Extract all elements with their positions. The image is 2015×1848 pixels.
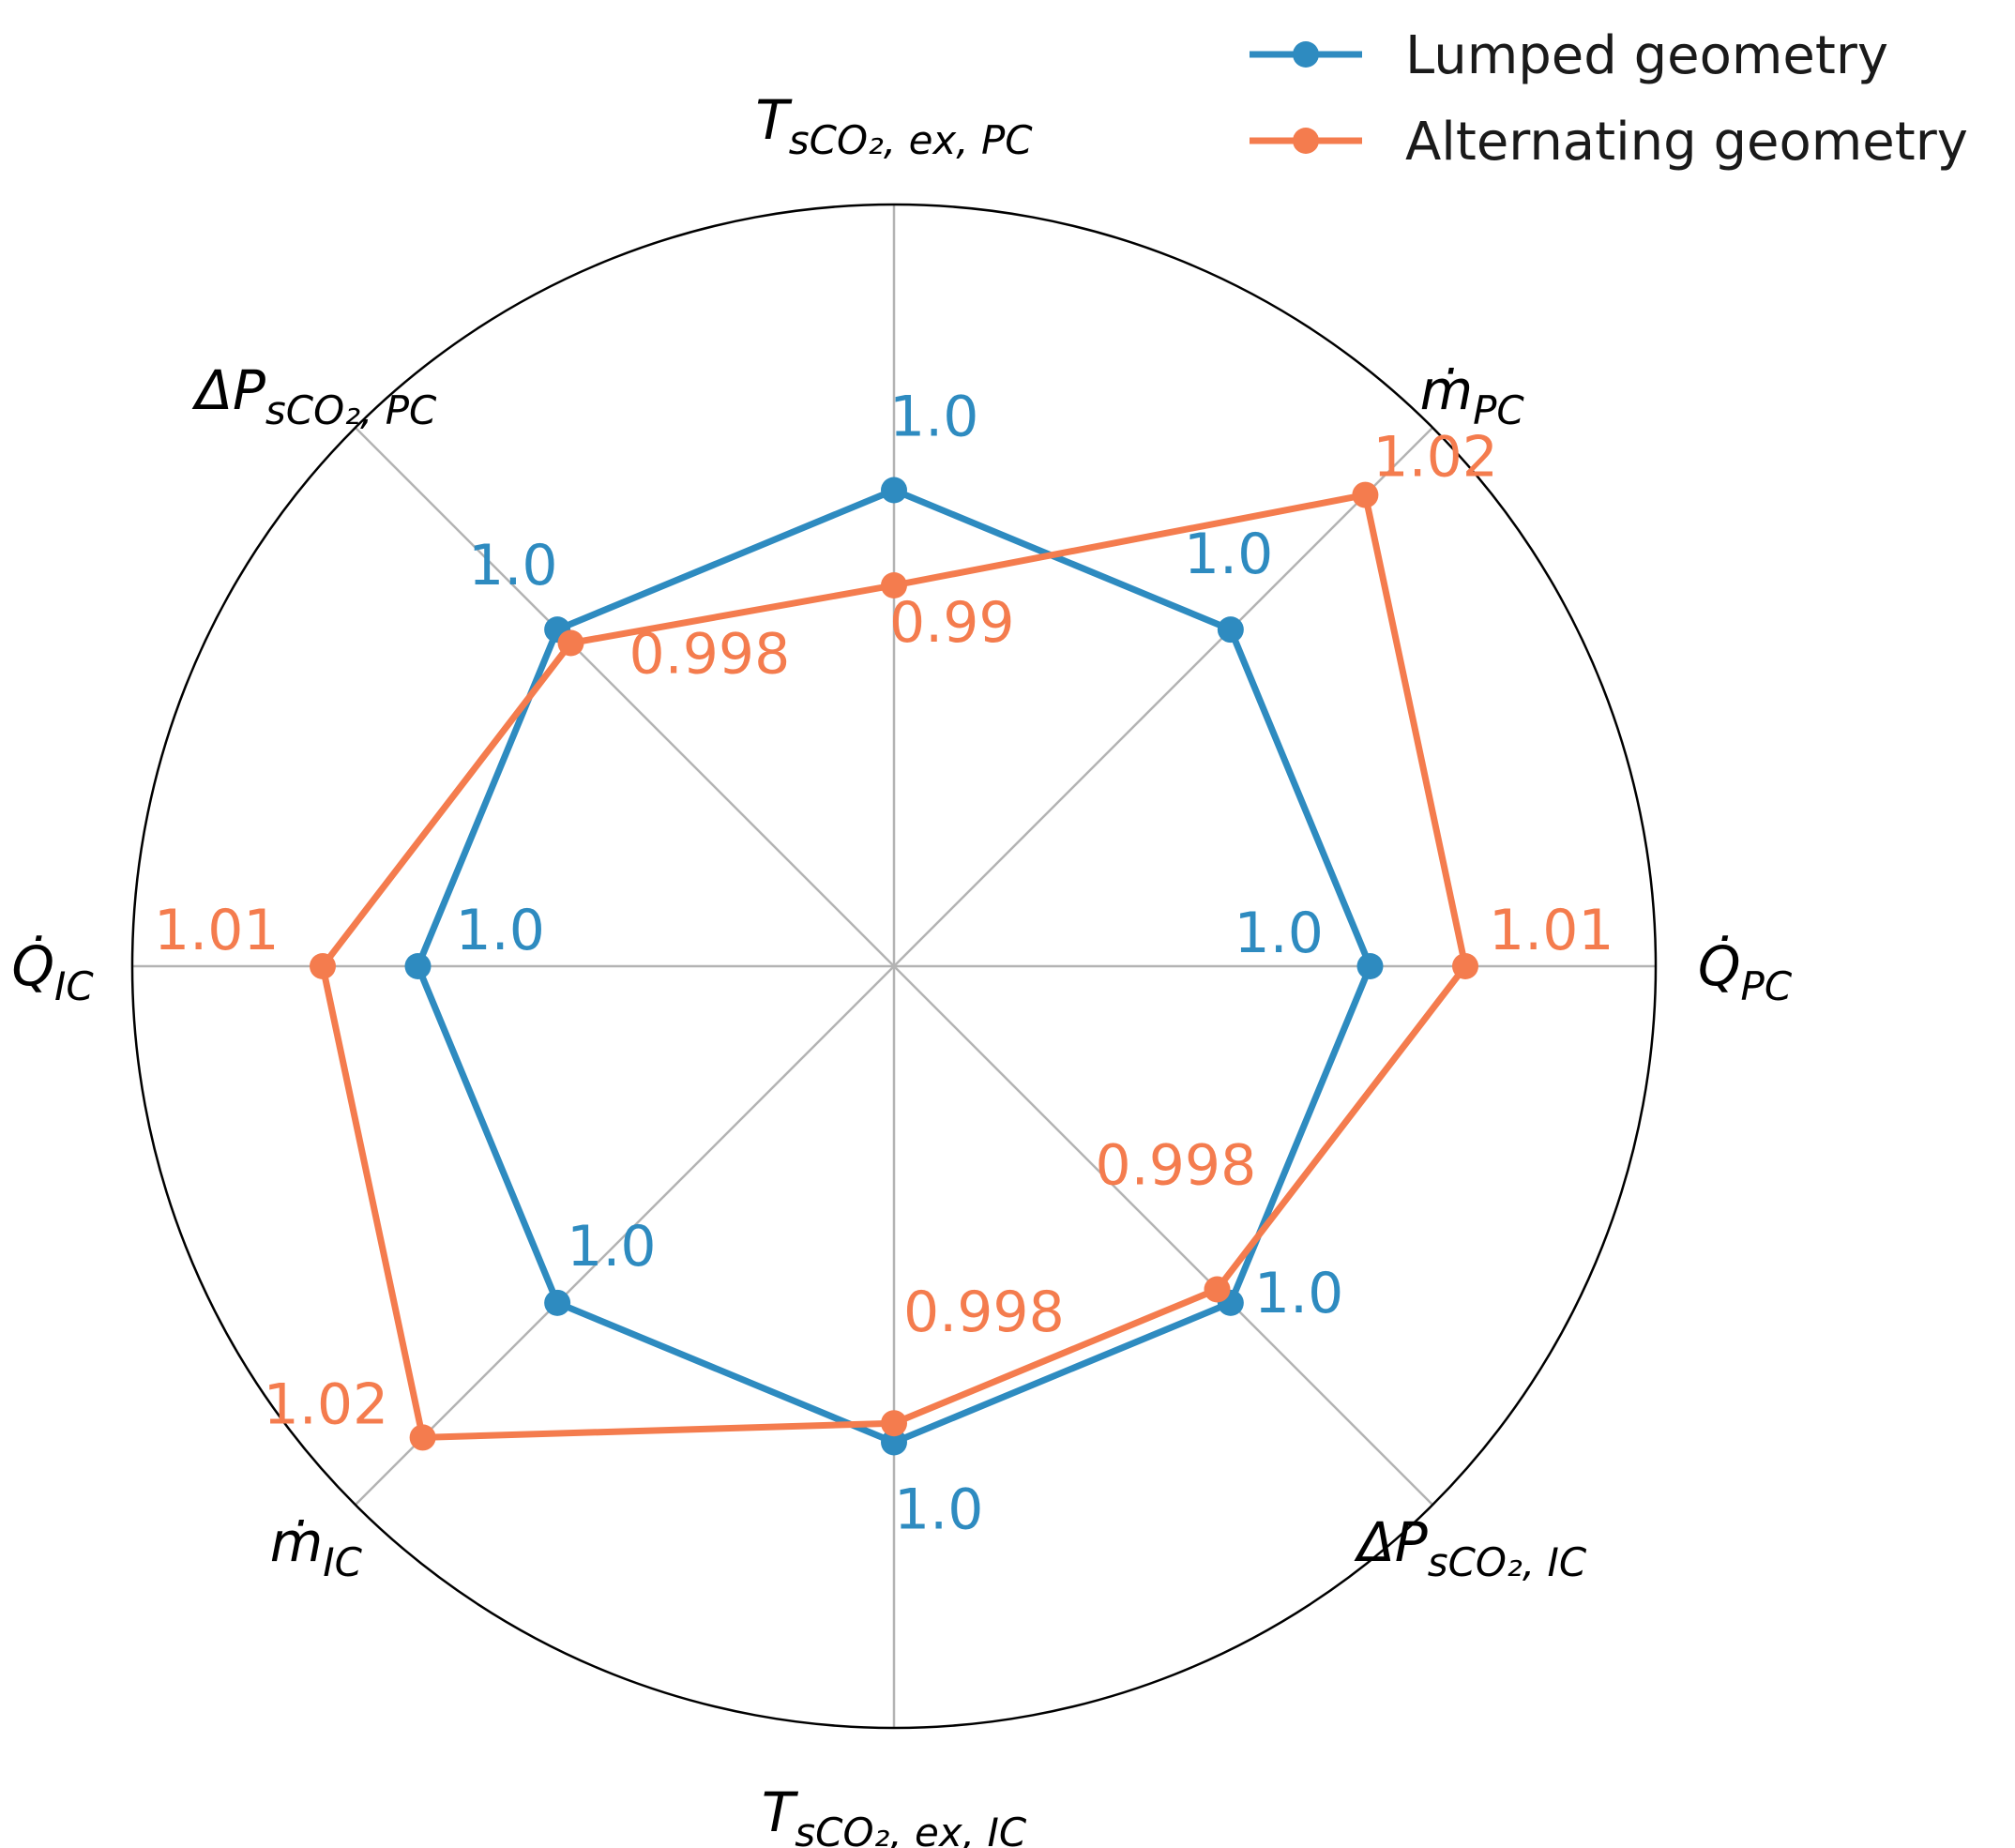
axis-label-sub: IC bbox=[323, 1539, 362, 1585]
data-point bbox=[409, 1424, 436, 1451]
axis-label-sub: IC bbox=[54, 963, 94, 1009]
axis-label-sub: sCO₂, ex, IC bbox=[795, 1810, 1027, 1848]
data-label: 1.0 bbox=[894, 1477, 983, 1543]
axis-label: Q̇IC bbox=[11, 934, 94, 1009]
legend-marker bbox=[1293, 128, 1319, 154]
data-point bbox=[404, 953, 432, 979]
grid-spoke bbox=[893, 965, 1434, 1507]
data-label: 1.0 bbox=[1235, 901, 1324, 966]
axis-label-main: ṁ bbox=[1420, 358, 1474, 422]
grid-spoke bbox=[354, 965, 895, 1507]
legend-marker bbox=[1293, 41, 1319, 68]
data-label: 0.99 bbox=[889, 590, 1015, 656]
data-label: 1.01 bbox=[154, 898, 280, 963]
axis-label: ṁPC bbox=[1420, 358, 1525, 433]
axis-label-main: ṁ bbox=[270, 1510, 324, 1574]
axis-label-sub: PC bbox=[1473, 387, 1524, 433]
series bbox=[404, 477, 1384, 1456]
data-point bbox=[1352, 481, 1379, 508]
axis-label-main: Q̇ bbox=[11, 934, 54, 998]
data-label: 1.0 bbox=[889, 385, 978, 450]
grid-spoke bbox=[893, 426, 1434, 967]
legend-label: Lumped geometry bbox=[1405, 25, 1888, 86]
axis-label-sub: sCO₂, PC bbox=[265, 387, 437, 433]
legend-label: Alternating geometry bbox=[1405, 112, 1968, 173]
axis-label-sub: PC bbox=[1741, 963, 1793, 1009]
data-label: 1.0 bbox=[1254, 1261, 1343, 1326]
grid-spoke bbox=[354, 426, 895, 967]
axis-label: ΔPsCO₂, PC bbox=[191, 358, 437, 433]
data-label: 0.998 bbox=[629, 621, 790, 687]
data-label: 1.0 bbox=[567, 1214, 656, 1280]
data-point bbox=[881, 1410, 907, 1437]
axis-label: TsCO₂, ex, IC bbox=[762, 1780, 1027, 1848]
outer-ring bbox=[130, 203, 1658, 1730]
axis-label-main: ΔP bbox=[1354, 1510, 1428, 1574]
axis-label-main: ΔP bbox=[191, 358, 265, 422]
series-layer bbox=[310, 477, 1478, 1456]
axis-label-main: T bbox=[755, 88, 793, 152]
radar-grid bbox=[130, 203, 1658, 1730]
value-labels: 1.0 1.0 1.0 1.0 1.0 1.0 1.0 1.0 1.01 1.02 0.99 0.99… bbox=[154, 385, 1614, 1543]
data-point bbox=[544, 1289, 571, 1316]
data-label: 1.0 bbox=[468, 533, 557, 598]
data-label: 1.02 bbox=[264, 1371, 389, 1437]
data-label: 1.02 bbox=[1372, 425, 1498, 491]
data-point bbox=[557, 629, 584, 657]
series bbox=[310, 481, 1478, 1451]
data-point bbox=[881, 477, 907, 504]
data-point bbox=[310, 953, 336, 979]
data-label: 0.998 bbox=[1096, 1133, 1257, 1199]
data-point bbox=[1204, 1276, 1231, 1303]
data-point bbox=[1217, 616, 1244, 644]
data-label: 1.0 bbox=[456, 898, 545, 963]
data-label: 1.01 bbox=[1489, 898, 1614, 963]
axis-label: Q̇PC bbox=[1698, 934, 1793, 1009]
data-point bbox=[1452, 953, 1478, 979]
data-point bbox=[1356, 953, 1384, 979]
data-label: 0.998 bbox=[903, 1280, 1065, 1345]
legend: Lumped geometry Alternating geometry bbox=[1250, 25, 1968, 173]
data-point bbox=[881, 572, 907, 598]
data-label: 1.0 bbox=[1184, 522, 1273, 587]
axis-label: ṁIC bbox=[270, 1510, 363, 1585]
axis-label-sub: sCO₂, IC bbox=[1428, 1539, 1587, 1585]
data-point bbox=[881, 1429, 907, 1456]
axis-label-main: Q̇ bbox=[1698, 934, 1741, 998]
axis-label-main: T bbox=[762, 1780, 799, 1844]
axis-label-sub: sCO₂, ex, PC bbox=[789, 117, 1034, 163]
axis-label: ΔPsCO₂, IC bbox=[1354, 1510, 1587, 1585]
axis-label: TsCO₂, ex, PC bbox=[755, 88, 1033, 163]
